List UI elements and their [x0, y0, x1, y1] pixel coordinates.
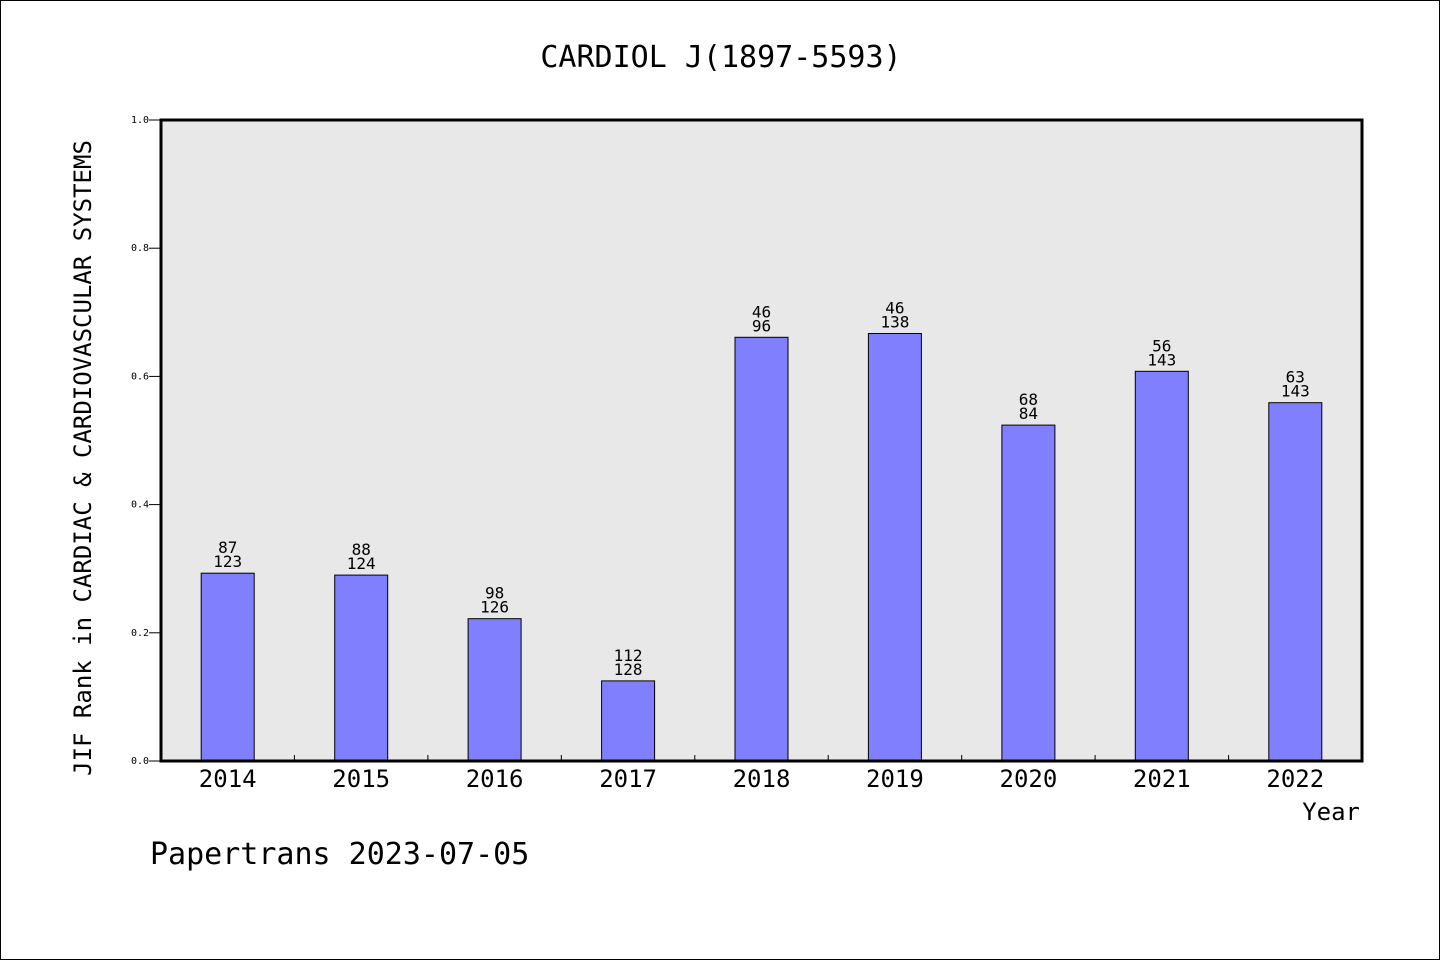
x-tick-label-2019: 2019 [866, 765, 924, 793]
x-tick-label-2017: 2017 [599, 765, 657, 793]
y-tick-label: 0.4 [131, 500, 149, 511]
bar-label-total-2014: 123 [213, 552, 242, 571]
bar-2018 [734, 336, 789, 762]
y-tick-label: 0.6 [131, 371, 149, 382]
plot-frame [159, 118, 1364, 763]
bar-label-rank-2016: 98 [485, 584, 504, 603]
x-tick-label-2021: 2021 [1133, 765, 1191, 793]
chart-title: CARDIOL J(1897-5593) [540, 40, 901, 75]
y-axis: 0.0 0.2 0.4 0.6 0.8 1.0 [131, 115, 161, 767]
bar-2021 [1134, 370, 1189, 762]
y-tick-label: 0.2 [131, 628, 149, 639]
bar-label-total-2018: 96 [752, 316, 771, 335]
bar-label-rank-2018: 46 [752, 302, 771, 321]
bar-2014 [200, 572, 255, 762]
bar-2020 [1001, 424, 1056, 762]
x-tick-label-2018: 2018 [733, 765, 791, 793]
y-tick-label: 0.0 [131, 756, 149, 767]
x-axis: 2014 2015 2016 2017 2018 2019 2020 2021 2022 [199, 755, 1324, 793]
bar-2019 [867, 333, 922, 762]
bar-label-total-2019: 138 [880, 313, 909, 332]
bar-label-rank-2015: 88 [352, 540, 371, 559]
x-tick-label-2015: 2015 [332, 765, 390, 793]
x-tick-label-2016: 2016 [466, 765, 524, 793]
bar-2022 [1268, 402, 1323, 762]
bar-label-total-2020: 84 [1019, 404, 1038, 423]
bar-label-rank-2022: 63 [1286, 368, 1305, 387]
x-tick-label-2020: 2020 [1000, 765, 1058, 793]
bar-label-rank-2017: 112 [614, 646, 643, 665]
bar-label-total-2022: 143 [1281, 382, 1310, 401]
x-tick-label-2014: 2014 [199, 765, 257, 793]
bar-label-total-2016: 126 [480, 598, 509, 617]
bar-label-total-2021: 143 [1147, 350, 1176, 369]
bar-2015 [334, 574, 389, 762]
bar-label-rank-2021: 56 [1152, 336, 1171, 355]
y-tick-label: 1.0 [131, 115, 149, 126]
y-axis-label: JIF Rank in CARDIAC & CARDIOVASCULAR SYS… [69, 140, 97, 776]
bar-2016 [467, 618, 522, 762]
bar-label-rank-2014: 87 [218, 538, 237, 557]
x-axis-label: Year [1302, 798, 1360, 826]
bars-group: 8712388124981261121284696461386884561436… [200, 299, 1323, 762]
bar-label-total-2017: 128 [614, 660, 643, 679]
bar-label-total-2015: 124 [347, 554, 376, 573]
footer-text: Papertrans 2023-07-05 [150, 837, 529, 872]
bar-2017 [601, 680, 656, 762]
y-tick-label: 0.8 [131, 243, 149, 254]
bar-label-rank-2019: 46 [885, 299, 904, 318]
x-tick-label-2022: 2022 [1266, 765, 1324, 793]
bar-label-rank-2020: 68 [1019, 390, 1038, 409]
